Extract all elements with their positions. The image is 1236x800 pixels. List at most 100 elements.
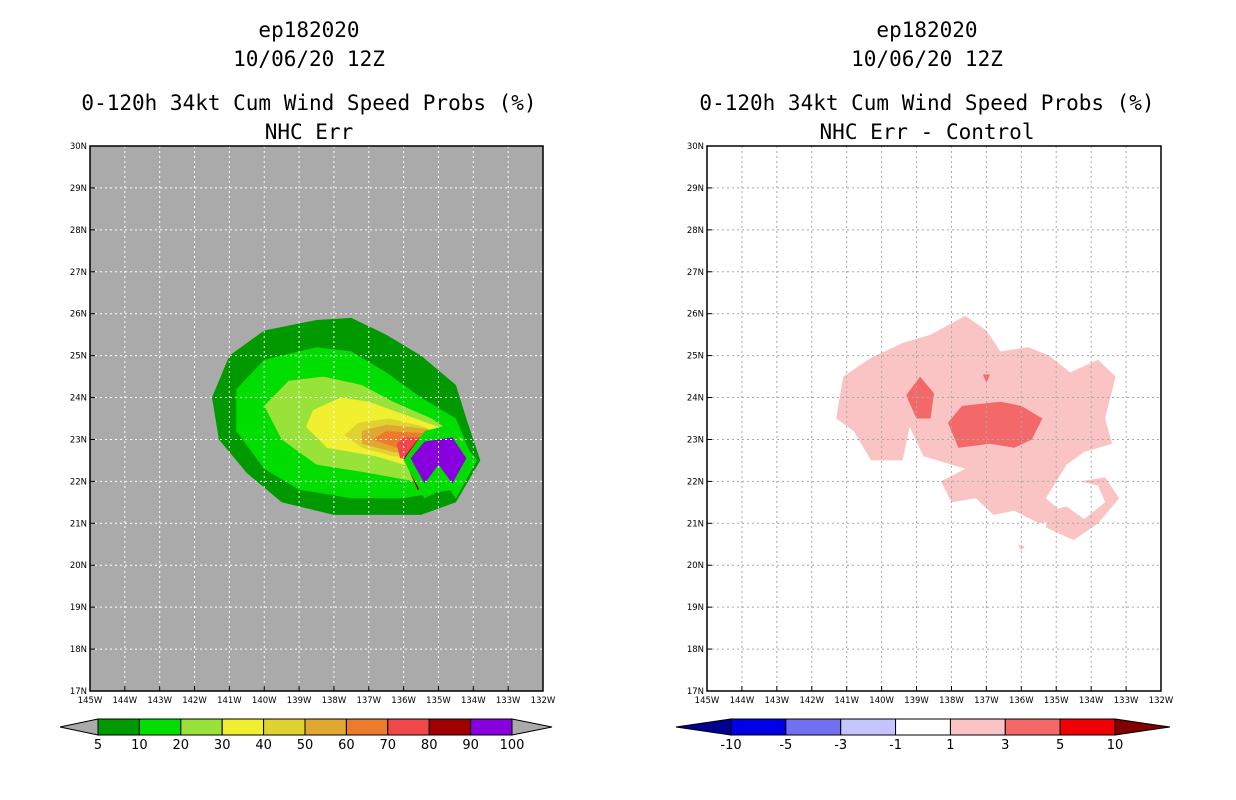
x-tick-label: 144W	[113, 696, 138, 706]
y-tick-label: 28N	[70, 226, 87, 236]
colorbar-label: 20	[173, 738, 190, 753]
x-tick-label: 137W	[356, 696, 381, 706]
colorbar-swatch	[949, 718, 1006, 736]
y-tick-label: 17N	[687, 687, 704, 697]
x-tick-label: 139W	[904, 696, 929, 706]
colorbar-swatch	[785, 718, 842, 736]
x-tick-label: 143W	[765, 696, 790, 706]
colorbar-label: -5	[779, 738, 792, 753]
colorbar-label: -3	[834, 738, 847, 753]
y-tick-label: 26N	[687, 310, 704, 320]
y-tick-label: 22N	[687, 477, 704, 487]
y-tick-label: 28N	[687, 226, 704, 236]
colorbar-swatch	[180, 718, 223, 736]
colorbar-label: 70	[380, 738, 397, 753]
left-title-storm: ep182020	[258, 18, 359, 42]
y-tick-label: 27N	[687, 268, 704, 278]
panel-left: ep182020 10/06/20 12Z 0-120h 34kt Cum Wi…	[59, 18, 556, 753]
y-tick-label: 30N	[70, 142, 87, 152]
colorbar-label: 10	[131, 738, 148, 753]
colorbar-label: -1	[889, 738, 902, 753]
contour-region-3-4	[982, 374, 990, 383]
right-title-subtitle: NHC Err - Control	[820, 120, 1035, 144]
colorbar-swatch	[304, 718, 347, 736]
right-title-date: 10/06/20 12Z	[851, 47, 1003, 71]
colorbar-label: 90	[462, 738, 479, 753]
colorbar-swatch	[97, 718, 140, 736]
x-tick-label: 141W	[834, 696, 859, 706]
x-tick-label: 144W	[730, 696, 755, 706]
contour-region-3-3	[948, 401, 1043, 448]
colorbar-label: 10	[1107, 738, 1124, 753]
y-tick-label: 25N	[687, 352, 704, 362]
right-title-storm: ep182020	[876, 18, 977, 42]
x-tick-label: 139W	[287, 696, 312, 706]
x-tick-label: 142W	[182, 696, 207, 706]
x-tick-label: 140W	[869, 696, 894, 706]
y-tick-label: 18N	[70, 645, 87, 655]
y-tick-label: 23N	[687, 435, 704, 445]
x-tick-label: 133W	[496, 696, 521, 706]
x-tick-label: 132W	[531, 696, 556, 706]
colorbar-label: 40	[255, 738, 272, 753]
x-tick-label: 145W	[78, 696, 103, 706]
x-tick-label: 134W	[461, 696, 486, 706]
colorbar-label: 30	[214, 738, 231, 753]
x-tick-label: 138W	[939, 696, 964, 706]
x-tick-label: 140W	[252, 696, 277, 706]
colorbar-under-arrow	[59, 718, 99, 736]
x-tick-label: 135W	[1044, 696, 1069, 706]
colorbar-right: -10 -5 -3 -1 1 3 5 10	[675, 718, 1171, 753]
colorbar-left: 5 10 20 30 40 50 60 70 80 90 100	[59, 718, 553, 753]
y-tick-label: 25N	[70, 352, 87, 362]
colorbar-swatch	[138, 718, 182, 736]
colorbar-over-arrow	[511, 718, 553, 736]
y-tick-label: 20N	[687, 561, 704, 571]
colorbar-swatch	[730, 718, 787, 736]
colorbar-swatch	[345, 718, 389, 736]
colorbar-label: 60	[338, 738, 355, 753]
contour-region-1-1	[1045, 477, 1120, 541]
colorbar-label: 100	[500, 738, 525, 753]
colorbar-swatch	[1059, 718, 1116, 736]
y-tick-label: 20N	[70, 561, 87, 571]
y-tick-label: 24N	[687, 394, 704, 404]
colorbar-swatch	[263, 718, 306, 736]
y-tick-label: 29N	[687, 184, 704, 194]
map-left: 145W 144W 143W 142W 141W 140W 139W 138W 137W 136W…	[70, 142, 556, 706]
left-title-product: 0-120h 34kt Cum Wind Speed Probs (%)	[81, 91, 536, 115]
colorbar-label: 1	[946, 738, 954, 753]
colorbar-label: 50	[297, 738, 314, 753]
colorbar-swatch	[428, 718, 472, 736]
y-tick-label: 19N	[70, 603, 87, 613]
colorbar-swatch	[387, 718, 430, 736]
y-tick-label: 26N	[70, 310, 87, 320]
y-tick-label: 29N	[70, 184, 87, 194]
x-tick-label: 141W	[217, 696, 242, 706]
x-tick-label: 143W	[147, 696, 172, 706]
x-tick-label: 134W	[1079, 696, 1104, 706]
y-tick-label: 18N	[687, 645, 704, 655]
y-tick-label: 21N	[70, 519, 87, 529]
contour-region-100-11	[410, 437, 467, 484]
x-tick-label: 138W	[322, 696, 347, 706]
x-tick-label: 133W	[1114, 696, 1139, 706]
y-tick-label: 21N	[687, 519, 704, 529]
y-tick-label: 17N	[70, 687, 87, 697]
plot-frame	[706, 145, 1162, 692]
y-tick-label: 27N	[70, 268, 87, 278]
y-tick-label: 24N	[70, 394, 87, 404]
colorbar-label: 80	[421, 738, 438, 753]
left-title-date: 10/06/20 12Z	[233, 47, 385, 71]
right-title-product: 0-120h 34kt Cum Wind Speed Probs (%)	[699, 91, 1154, 115]
y-tick-label: 19N	[687, 603, 704, 613]
x-tick-label: 132W	[1149, 696, 1174, 706]
colorbar-swatch	[470, 718, 513, 736]
colorbar-label: 3	[1001, 738, 1009, 753]
x-tick-label: 136W	[1009, 696, 1034, 706]
x-tick-label: 145W	[695, 696, 720, 706]
panel-right: ep182020 10/06/20 12Z 0-120h 34kt Cum Wi…	[675, 18, 1174, 753]
colorbar-label: 5	[94, 738, 102, 753]
colorbar-swatch	[895, 718, 951, 736]
